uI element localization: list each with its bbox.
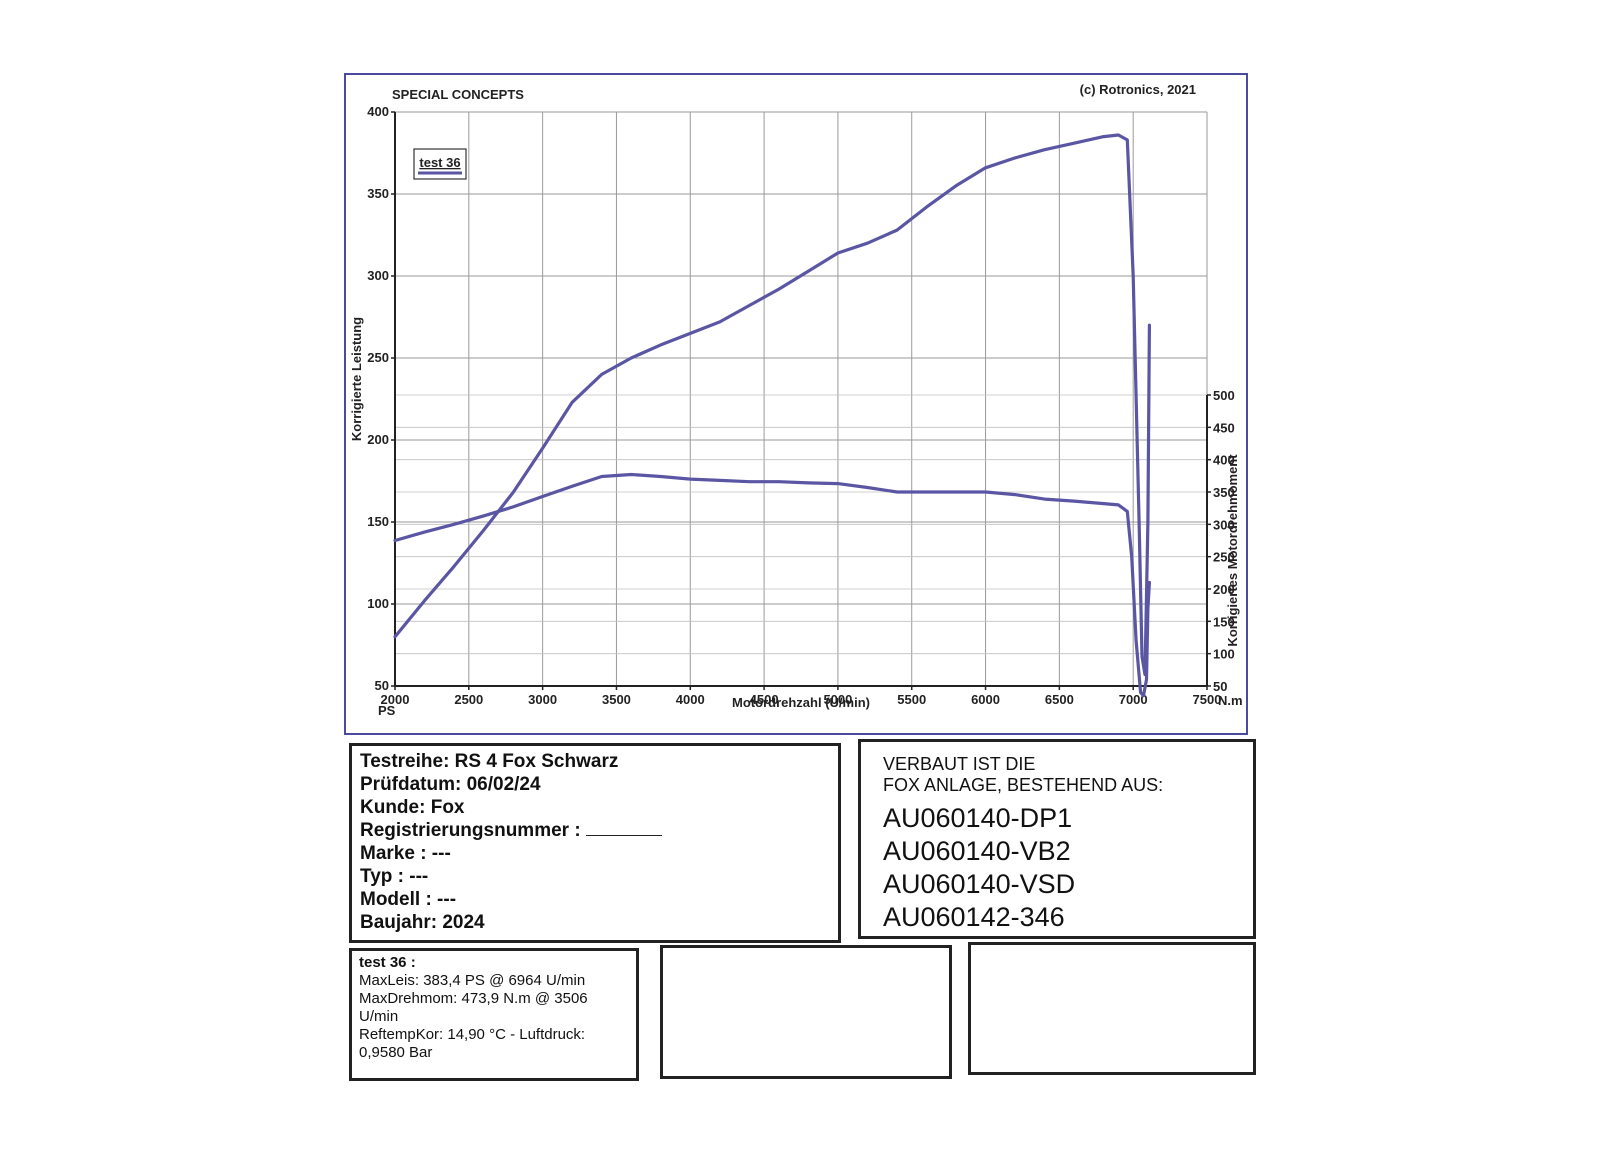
y-right-tick-label: 100 <box>1213 647 1235 662</box>
max-power: MaxLeis: 383,4 PS @ 6964 U/min <box>359 972 586 989</box>
y-left-tick-label: 250 <box>367 350 389 365</box>
results-title: test 36 : <box>359 954 416 971</box>
max-torque: MaxDrehmom: 473,9 N.m @ 3506 U/min <box>359 990 588 1025</box>
chart-header-left: SPECIAL CONCEPTS <box>392 87 524 102</box>
y-right-tick-label: 500 <box>1213 388 1235 403</box>
x-tick-label: 2500 <box>454 692 483 707</box>
chart-canvas: 2000 2500 3000 3500 4000 4500 5000 5500 6000 6500… <box>349 82 1243 718</box>
modell-label: Modell : --- <box>360 889 457 910</box>
x-tick-label: 5500 <box>897 692 926 707</box>
testreihe-label: Testreihe: RS 4 Fox Schwarz <box>360 751 619 772</box>
y-left-tick-label: 150 <box>367 514 389 529</box>
part-code: AU060140-VSD <box>883 869 1076 899</box>
legend-label: test 36 <box>419 155 460 170</box>
marke-label: Marke : --- <box>360 843 451 864</box>
x-tick-label: 3000 <box>528 692 557 707</box>
x-tick-label: 7500 <box>1193 692 1222 707</box>
dyno-chart: 2000 2500 3000 3500 4000 4500 5000 5500 6000 6500… <box>344 73 1248 735</box>
baujahr-label: Baujahr: 2024 <box>360 912 485 933</box>
y-right-tick-label: 300 <box>1213 517 1235 532</box>
y-right-tick-label: 400 <box>1213 453 1235 468</box>
x-tick-label: 4000 <box>676 692 705 707</box>
note-line-1: VERBAUT IST DIE <box>883 754 1036 774</box>
x-tick-label: 6500 <box>1045 692 1074 707</box>
ambient-conditions: ReftempKor: 14,90 °C - Luftdruck: 0,9580… <box>359 1026 586 1061</box>
y-right-tick-label: 50 <box>1213 679 1227 694</box>
x-tick-label: 6000 <box>971 692 1000 707</box>
x-tick-label: 2000 <box>381 692 410 707</box>
y-left-axis-title: Korrigierte Leistung <box>349 317 364 441</box>
part-code: AU060142-346 <box>883 902 1065 932</box>
empty-box-2 <box>968 942 1256 1075</box>
registrierung-blank-field <box>585 821 662 836</box>
y-right-tick-label: 350 <box>1213 485 1235 500</box>
y-left-tick-label: 300 <box>367 268 389 283</box>
x-tick-label: 5000 <box>823 692 852 707</box>
chart-header-right: (c) Rotronics, 2021 <box>1080 82 1196 97</box>
y-right-tick-label: 150 <box>1213 614 1235 629</box>
torque-curve <box>393 472 1152 698</box>
part-code: AU060140-VB2 <box>883 836 1071 866</box>
y-right-tick-label: 250 <box>1213 550 1235 565</box>
registrierung-label: Registrierungsnummer : <box>360 820 581 841</box>
y-left-tick-label: 350 <box>367 186 389 201</box>
vehicle-info-box: Testreihe: RS 4 Fox Schwarz Prüfdatum: 0… <box>349 743 841 943</box>
y-right-tick-label: 450 <box>1213 420 1235 435</box>
x-tick-label: 4500 <box>750 692 779 707</box>
pruefdatum-label: Prüfdatum: 06/02/24 <box>360 774 541 795</box>
note-line-2: FOX ANLAGE, BESTEHEND AUS: <box>883 775 1164 795</box>
x-tick-label: 7000 <box>1119 692 1148 707</box>
x-axis-title: Motordrehzahl (U/min) <box>732 695 870 710</box>
installed-parts-box: VERBAUT IST DIE FOX ANLAGE, BESTEHEND AU… <box>858 739 1256 939</box>
typ-label: Typ : --- <box>360 866 429 887</box>
y-left-tick-label: 400 <box>367 104 389 119</box>
results-box: test 36 : MaxLeis: 383,4 PS @ 6964 U/min… <box>349 948 639 1081</box>
unit-left-label: PS <box>378 703 396 718</box>
empty-box-1 <box>660 945 952 1079</box>
unit-right-label: N.m <box>1218 693 1243 708</box>
y-right-axis-title: Korrigiertes Motordrehmoment <box>1225 454 1240 647</box>
y-left-tick-label: 50 <box>375 678 389 693</box>
x-tick-label: 3500 <box>602 692 631 707</box>
y-left-tick-label: 200 <box>367 432 389 447</box>
y-left-tick-label: 100 <box>367 596 389 611</box>
y-right-tick-label: 200 <box>1213 582 1235 597</box>
part-code: AU060140-DP1 <box>883 803 1073 833</box>
power-curve <box>393 133 1152 677</box>
registrierung-row: Registrierungsnummer : <box>360 819 830 842</box>
kunde-label: Kunde: Fox <box>360 797 465 818</box>
